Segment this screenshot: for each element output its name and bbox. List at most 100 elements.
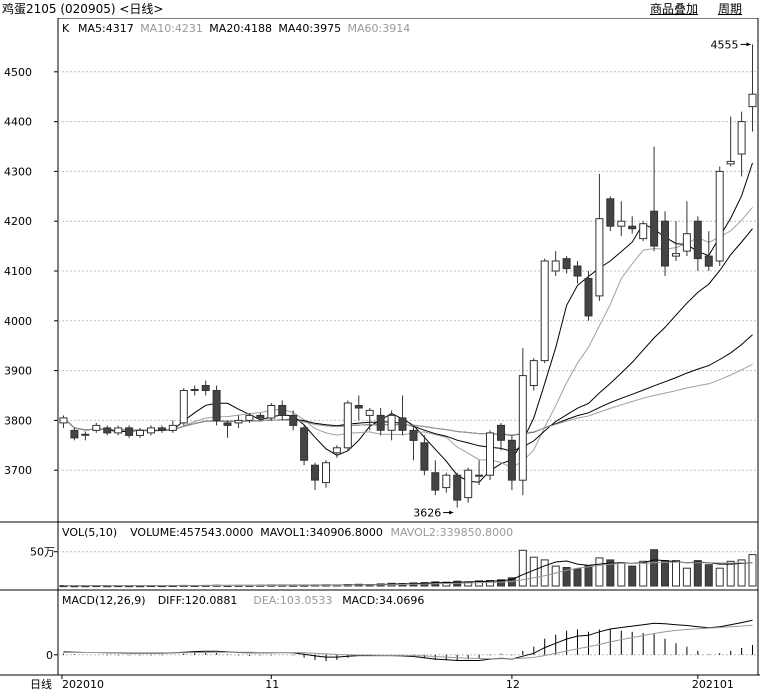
volume-bar — [715, 567, 724, 587]
candle — [606, 196, 615, 232]
price-tick-label: 4500 — [4, 66, 32, 79]
window-title: 鸡蛋2105 (020905) <日线> — [2, 2, 164, 16]
candle-down-body — [704, 255, 713, 267]
candle — [212, 385, 221, 426]
candle — [486, 430, 494, 481]
candle-down-body — [354, 405, 363, 409]
mavol2-line — [63, 561, 753, 587]
overlay-button[interactable]: 商品叠加 — [650, 2, 699, 16]
price-tick-label: 4400 — [4, 116, 32, 129]
candle-up-body — [639, 223, 648, 240]
candle — [628, 216, 637, 234]
price-tick-label: 4200 — [4, 215, 32, 228]
volume-bar — [693, 560, 702, 587]
candle — [147, 425, 155, 436]
candle — [311, 462, 319, 491]
candle — [540, 258, 549, 364]
ma-legend-item: MA40:3975 — [278, 22, 341, 35]
candle-down-body — [376, 414, 385, 431]
candle-down-body — [650, 210, 659, 247]
candle — [267, 402, 276, 421]
candle-down-body — [661, 220, 669, 267]
dea-line — [63, 624, 753, 660]
candle — [551, 251, 560, 276]
candle-up-body — [529, 360, 538, 387]
candle — [672, 221, 680, 262]
candle-down-body — [212, 390, 221, 421]
candle — [497, 422, 505, 451]
candle — [223, 420, 232, 438]
candle-down-body — [256, 414, 265, 419]
volume-tick-label: 50万 — [30, 546, 55, 559]
candle — [420, 435, 429, 476]
candle — [453, 472, 462, 508]
candle-down-body — [562, 258, 571, 270]
candle — [704, 231, 713, 271]
price-tick-label: 3800 — [4, 414, 32, 427]
volume-bar — [726, 560, 735, 587]
volume-bar — [639, 560, 648, 587]
volume-bar — [628, 565, 637, 587]
candle — [464, 467, 473, 503]
candle-up-body — [147, 427, 155, 434]
candle-down-body — [300, 427, 309, 461]
volume-bar — [551, 565, 560, 587]
candle — [92, 422, 101, 433]
candle — [300, 425, 309, 466]
candle-up-body — [540, 260, 549, 362]
candle — [573, 261, 582, 284]
date-tick-label: 11 — [265, 678, 279, 690]
candle — [650, 146, 659, 252]
low-price-marker: 3626 — [413, 507, 441, 520]
candle-down-body — [289, 414, 298, 426]
volume-bar — [595, 557, 604, 587]
date-tick-label: 202101 — [692, 678, 734, 690]
macd-legend-item: DIFF:120.0881 — [158, 594, 238, 607]
candle — [125, 425, 134, 438]
candle — [562, 256, 571, 274]
candle-down-body — [311, 464, 319, 481]
candle-down-body — [125, 427, 134, 436]
candle — [376, 407, 385, 436]
candle-up-body — [475, 474, 484, 477]
price-tick-label: 3900 — [4, 365, 32, 378]
period-button[interactable]: 周期 — [718, 2, 743, 16]
candle — [748, 44, 757, 132]
candle-up-body — [59, 417, 68, 424]
candle — [409, 425, 418, 461]
candle-up-body — [92, 424, 101, 431]
volume-bar — [540, 559, 549, 587]
candle — [114, 425, 123, 436]
volume-bar — [682, 567, 691, 587]
candle — [136, 427, 144, 438]
candle — [387, 410, 396, 441]
volume-bar — [584, 565, 593, 587]
candle-down-body — [693, 220, 702, 260]
volume-bar — [748, 554, 757, 587]
candle-up-body — [322, 462, 330, 484]
candle — [168, 420, 177, 433]
candle — [179, 388, 188, 426]
candle — [715, 166, 724, 267]
ma20-line — [63, 228, 753, 452]
candle-down-body — [157, 427, 166, 431]
volume-legend-item: MAVOL2:339850.8000 — [391, 526, 514, 539]
ma5-line — [63, 162, 753, 483]
candle-down-body — [103, 427, 112, 434]
candle-down-body — [606, 198, 615, 227]
candle — [365, 407, 374, 431]
candle — [617, 201, 626, 237]
candle-up-body — [464, 469, 473, 499]
low-marker-arrowhead — [449, 510, 454, 515]
indicator-label: K — [62, 22, 70, 35]
candle-up-body — [595, 218, 604, 297]
price-tick-label: 4000 — [4, 315, 32, 328]
price-tick-label: 4100 — [4, 265, 32, 278]
volume-bar — [737, 559, 746, 587]
candle-up-body — [617, 220, 626, 227]
candle-up-body — [551, 260, 560, 272]
price-tick-label: 4300 — [4, 165, 32, 178]
mavol1-line — [63, 559, 753, 587]
